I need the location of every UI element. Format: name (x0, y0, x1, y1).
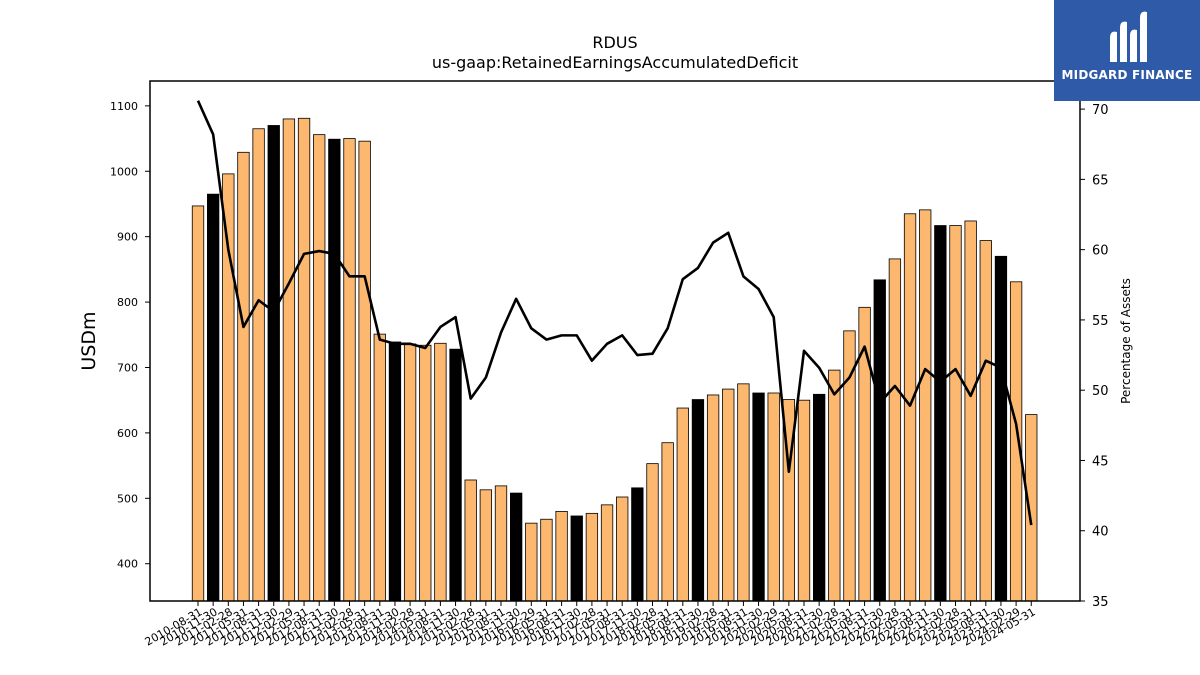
y-tick-label: 1100 (110, 100, 138, 113)
bar-2022-11-30 (934, 225, 947, 602)
y2-tick-label: 65 (1092, 173, 1109, 188)
bar-2012-08-31 (313, 134, 326, 602)
bar-2021-02-28 (828, 369, 841, 602)
bar-2024-02-29 (1009, 281, 1023, 602)
y2-tick-label: 60 (1092, 244, 1109, 259)
brand-logo: MIDGARD FINANCE (1054, 0, 1200, 101)
bar-2013-11-30 (388, 341, 402, 602)
y-tick-label: 600 (117, 427, 138, 440)
bar-2022-08-31 (919, 209, 932, 602)
plot-frame (149, 80, 1081, 602)
bar-2012-02-29 (282, 118, 296, 602)
y2-tick-label: 50 (1092, 384, 1109, 399)
logo-text: MIDGARD FINANCE (1061, 68, 1193, 82)
bar-2017-11-30 (631, 487, 644, 602)
bar-2015-08-31 (494, 485, 508, 602)
bar-2011-08-31 (252, 128, 265, 602)
y2-tick-label: 35 (1092, 595, 1109, 610)
bar-2014-05-31 (419, 344, 432, 602)
bar-2018-08-31 (676, 407, 689, 602)
y-tick-label: 400 (117, 558, 138, 571)
bar-2014-08-31 (434, 342, 447, 602)
bar-2013-02-28 (343, 138, 356, 602)
bar-2023-05-31 (964, 220, 977, 602)
bar-2016-08-31 (555, 510, 568, 602)
x-axis: 2010-08-312010-11-302011-02-282011-05-31… (143, 601, 1038, 649)
percentage-of-assets-line (196, 100, 1033, 526)
bar-2021-11-30 (873, 279, 886, 602)
bar-2016-05-31 (540, 518, 553, 602)
bar-2017-02-28 (585, 512, 599, 602)
bar-2019-08-31 (737, 383, 750, 602)
bar-2015-02-28 (464, 479, 477, 602)
bar-2022-02-28 (888, 258, 902, 602)
bar-series (191, 117, 1038, 602)
bar-2011-05-31 (237, 151, 250, 602)
bar-2011-11-30 (267, 125, 280, 602)
y2-tick-label: 55 (1092, 314, 1109, 329)
bar-2012-11-30 (328, 138, 341, 602)
chart-subtitle: us-gaap:RetainedEarningsAccumulatedDefic… (432, 53, 798, 72)
y2-tick-label: 45 (1092, 454, 1109, 469)
bar-2010-08-31 (191, 205, 205, 602)
bar-2017-08-31 (616, 496, 629, 602)
y-tick-label: 1000 (110, 165, 138, 178)
bar-2023-02-28 (949, 225, 962, 602)
left-axis: 400 500 600 700 800 900 1000 1100 (110, 100, 150, 571)
bar-2020-11-30 (813, 393, 826, 602)
bar-2020-02-29 (767, 392, 780, 602)
y2-tick-label: 70 (1092, 103, 1109, 118)
bar-2023-08-31 (979, 240, 992, 602)
bar-2013-05-31 (358, 140, 371, 602)
bar-2014-02-28 (403, 343, 417, 602)
bar-2023-11-30 (994, 255, 1008, 602)
bar-2012-05-31 (297, 117, 311, 602)
bar-2015-05-31 (479, 489, 493, 602)
bar-2016-11-30 (570, 515, 583, 602)
midgard-logo-icon (1110, 11, 1147, 63)
bar-2019-05-31 (722, 388, 735, 602)
y-tick-label: 900 (117, 231, 138, 244)
y-axis-label: USDm (78, 311, 100, 370)
line-series-group (196, 100, 1033, 526)
right-axis: 35 40 45 50 55 60 65 70 (1080, 103, 1109, 610)
bar-2015-11-30 (509, 492, 523, 602)
y-tick-label: 500 (117, 492, 138, 505)
bar-2010-11-30 (206, 193, 220, 602)
bar-2018-11-30 (691, 399, 705, 602)
bar-2020-08-31 (797, 399, 811, 602)
bar-2022-05-31 (903, 213, 917, 602)
bar-2014-11-30 (449, 348, 462, 602)
y-tick-label: 700 (117, 361, 138, 374)
bar-2017-05-31 (600, 504, 614, 602)
bar-2018-02-28 (646, 463, 659, 602)
chart-title: RDUS (592, 33, 637, 52)
bar-2013-08-31 (373, 333, 386, 602)
bar-2024-05-31 (1025, 414, 1038, 602)
bar-2018-05-31 (661, 442, 674, 602)
y-tick-label: 800 (117, 296, 138, 309)
bar-2019-11-30 (752, 392, 765, 602)
y2-axis-label: Percentage of Assets (1119, 278, 1133, 404)
bar-2011-02-28 (222, 173, 235, 602)
y2-tick-label: 40 (1092, 525, 1109, 540)
bar-2016-02-29 (525, 522, 538, 602)
bar-2019-02-28 (706, 394, 720, 602)
